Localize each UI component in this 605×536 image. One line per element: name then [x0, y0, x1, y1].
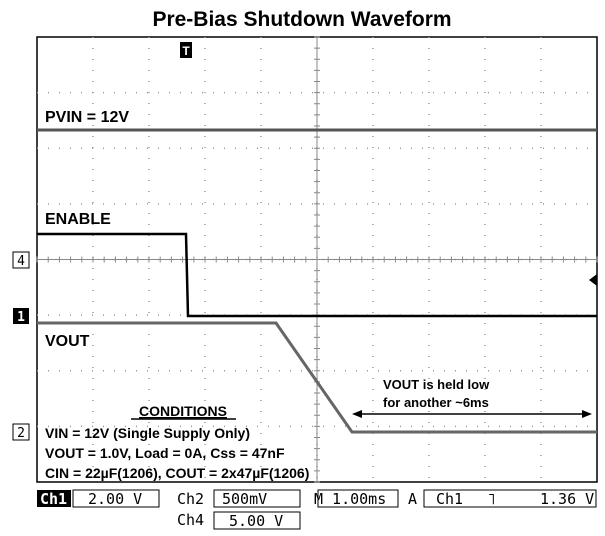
- grid: [36, 36, 598, 483]
- title: Pre-Bias Shutdown Waveform: [152, 8, 451, 31]
- trigger-source: Ch1: [436, 490, 463, 508]
- enable-trace: [37, 232, 597, 318]
- level-marker: [589, 274, 597, 286]
- trigger-level: 1.36 V: [540, 490, 594, 508]
- ch1-badge: [37, 490, 71, 507]
- trigger-slope: ˥: [487, 490, 496, 508]
- box: [213, 511, 301, 530]
- ch2-scale: 500mV: [222, 490, 267, 508]
- vout-trace: [37, 321, 597, 434]
- ch2-name: Ch2: [177, 490, 204, 508]
- ch1-name: Ch1: [40, 490, 67, 508]
- ch2-marker: [12, 423, 30, 441]
- box: [72, 489, 160, 508]
- ch4-scale: 5.00 V: [229, 512, 283, 530]
- pvin-label: PVIN = 12V: [45, 109, 129, 126]
- ch1-marker: [13, 308, 29, 324]
- ch4-marker-label: 4: [17, 254, 25, 269]
- enable-label: ENABLE: [45, 211, 111, 228]
- timebase: M 1.00ms: [314, 490, 386, 508]
- arrow-head: [352, 410, 362, 418]
- condition-line: VOUT = 1.0V, Load = 0A, Css = 47nF: [45, 445, 285, 461]
- conditions-heading: CONDITIONS: [139, 403, 227, 419]
- ch4-marker: [12, 251, 30, 269]
- note-line: for another ~6ms: [383, 395, 489, 410]
- ch1-scale: 2.00 V: [88, 490, 142, 508]
- trigger-mode: A: [408, 490, 417, 508]
- condition-line: VIN = 12V (Single Supply Only): [45, 425, 250, 441]
- ch1-marker-label: 1: [17, 310, 25, 325]
- ch4-name: Ch4: [177, 511, 204, 529]
- arrow-head: [582, 410, 592, 418]
- box: [213, 489, 301, 508]
- trigger-marker: [180, 42, 192, 58]
- box: [423, 489, 597, 508]
- trigger-label: T: [182, 44, 190, 58]
- box: [317, 489, 399, 508]
- condition-line: CIN = 22µF(1206), COUT = 2x47µF(1206): [45, 465, 309, 481]
- note-line: VOUT is held low: [383, 377, 490, 392]
- ch2-marker-label: 2: [17, 426, 25, 441]
- vout-label: VOUT: [45, 333, 90, 350]
